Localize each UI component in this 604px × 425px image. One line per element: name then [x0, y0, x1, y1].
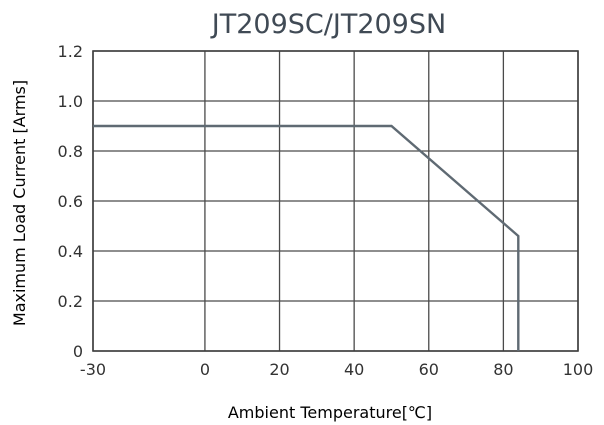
- x-axis-ticks: -30 0 20 40 60 80 100: [80, 360, 593, 379]
- y-tick-label: 0.4: [58, 242, 83, 261]
- x-tick-label: 100: [563, 360, 594, 379]
- plot-frame: [92, 50, 579, 352]
- chart-title: JT209SC/JT209SN: [210, 9, 446, 40]
- x-tick-label: 60: [419, 360, 439, 379]
- y-tick-label: 0.8: [58, 142, 83, 161]
- x-tick-label: 0: [200, 360, 210, 379]
- x-tick-label: 40: [344, 360, 364, 379]
- y-tick-label: 0: [73, 342, 83, 361]
- y-tick-label: 0.6: [58, 192, 83, 211]
- y-axis-label: Maximum Load Current [Arms]: [10, 80, 29, 326]
- derating-curve-line: [93, 124, 520, 351]
- y-tick-label: 1.0: [58, 92, 83, 111]
- y-tick-label: 0.2: [58, 292, 83, 311]
- y-axis-ticks: 0 0.2 0.4 0.6 0.8 1.0 1.2: [58, 42, 83, 361]
- x-tick-label: 20: [269, 360, 289, 379]
- x-tick-label: -30: [80, 360, 106, 379]
- y-tick-label: 1.2: [58, 42, 83, 61]
- x-tick-label: 80: [493, 360, 513, 379]
- x-axis-label: Ambient Temperature[℃]: [228, 403, 432, 422]
- series-layer: [93, 124, 520, 351]
- horizontal-gridlines: [93, 50, 578, 352]
